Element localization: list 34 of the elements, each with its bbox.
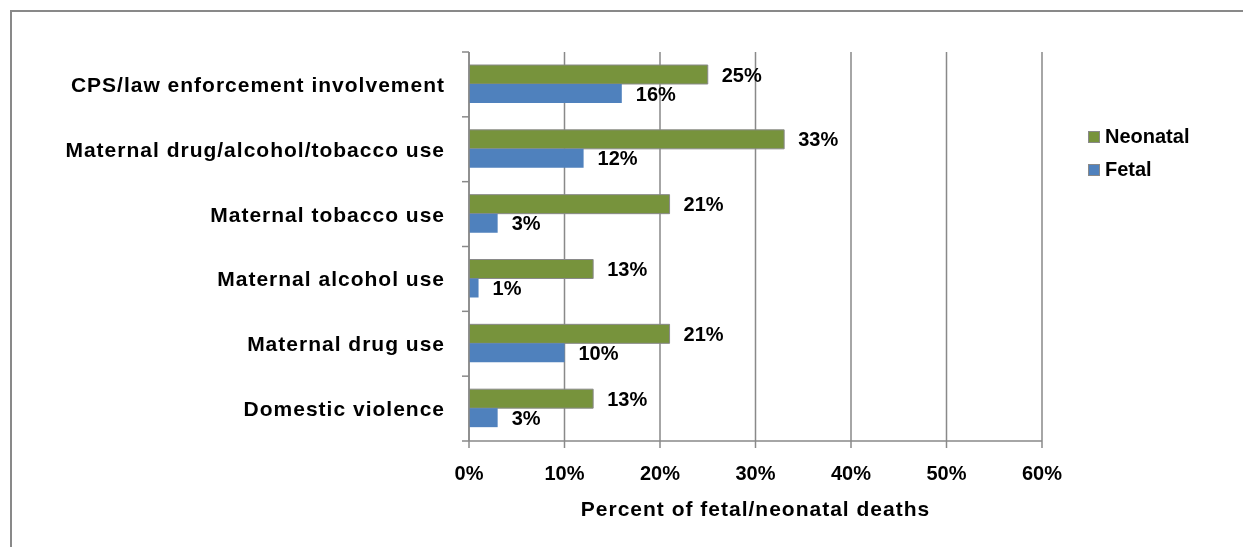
bar [469, 148, 584, 168]
data-label: 16% [635, 82, 677, 105]
x-axis-title: Percent of fetal/neonatal deaths [580, 497, 931, 520]
data-label: 1% [492, 277, 522, 300]
y-tick-label: Domestic violence [243, 397, 445, 421]
bar [469, 278, 479, 298]
data-label: 21% [683, 193, 724, 216]
data-label: 21% [683, 322, 724, 345]
data-label: 13% [607, 258, 648, 281]
bar [469, 213, 498, 233]
data-label: 25% [721, 63, 762, 86]
bar [469, 84, 622, 103]
legend-label: Fetal [1105, 158, 1152, 181]
data-label: 13% [607, 387, 648, 410]
y-tick-label: Maternal drug/alcohol/tobacco use [65, 137, 445, 161]
data-label: 3% [511, 212, 541, 235]
data-label: 33% [798, 128, 839, 151]
data-label: 3% [511, 406, 541, 429]
x-tick-label: 40% [830, 462, 872, 485]
bar [469, 343, 565, 363]
x-tick-label: 10% [544, 462, 585, 485]
x-tick-label: 50% [926, 462, 967, 485]
y-tick-label: Maternal tobacco use [210, 202, 445, 226]
x-tick-label: 20% [639, 462, 681, 485]
y-tick-label: Maternal drug use [247, 332, 445, 356]
bar [469, 408, 498, 428]
legend-label: Neonatal [1105, 125, 1190, 148]
data-label: 12% [597, 147, 638, 170]
x-tick-label: 30% [735, 462, 776, 485]
x-tick-label: 0% [454, 462, 484, 485]
data-label: 10% [578, 341, 619, 364]
x-tick-label: 60% [1021, 462, 1063, 485]
y-tick-label: CPS/law enforcement involvement [70, 72, 445, 96]
y-tick-label: Maternal alcohol use [217, 267, 445, 291]
